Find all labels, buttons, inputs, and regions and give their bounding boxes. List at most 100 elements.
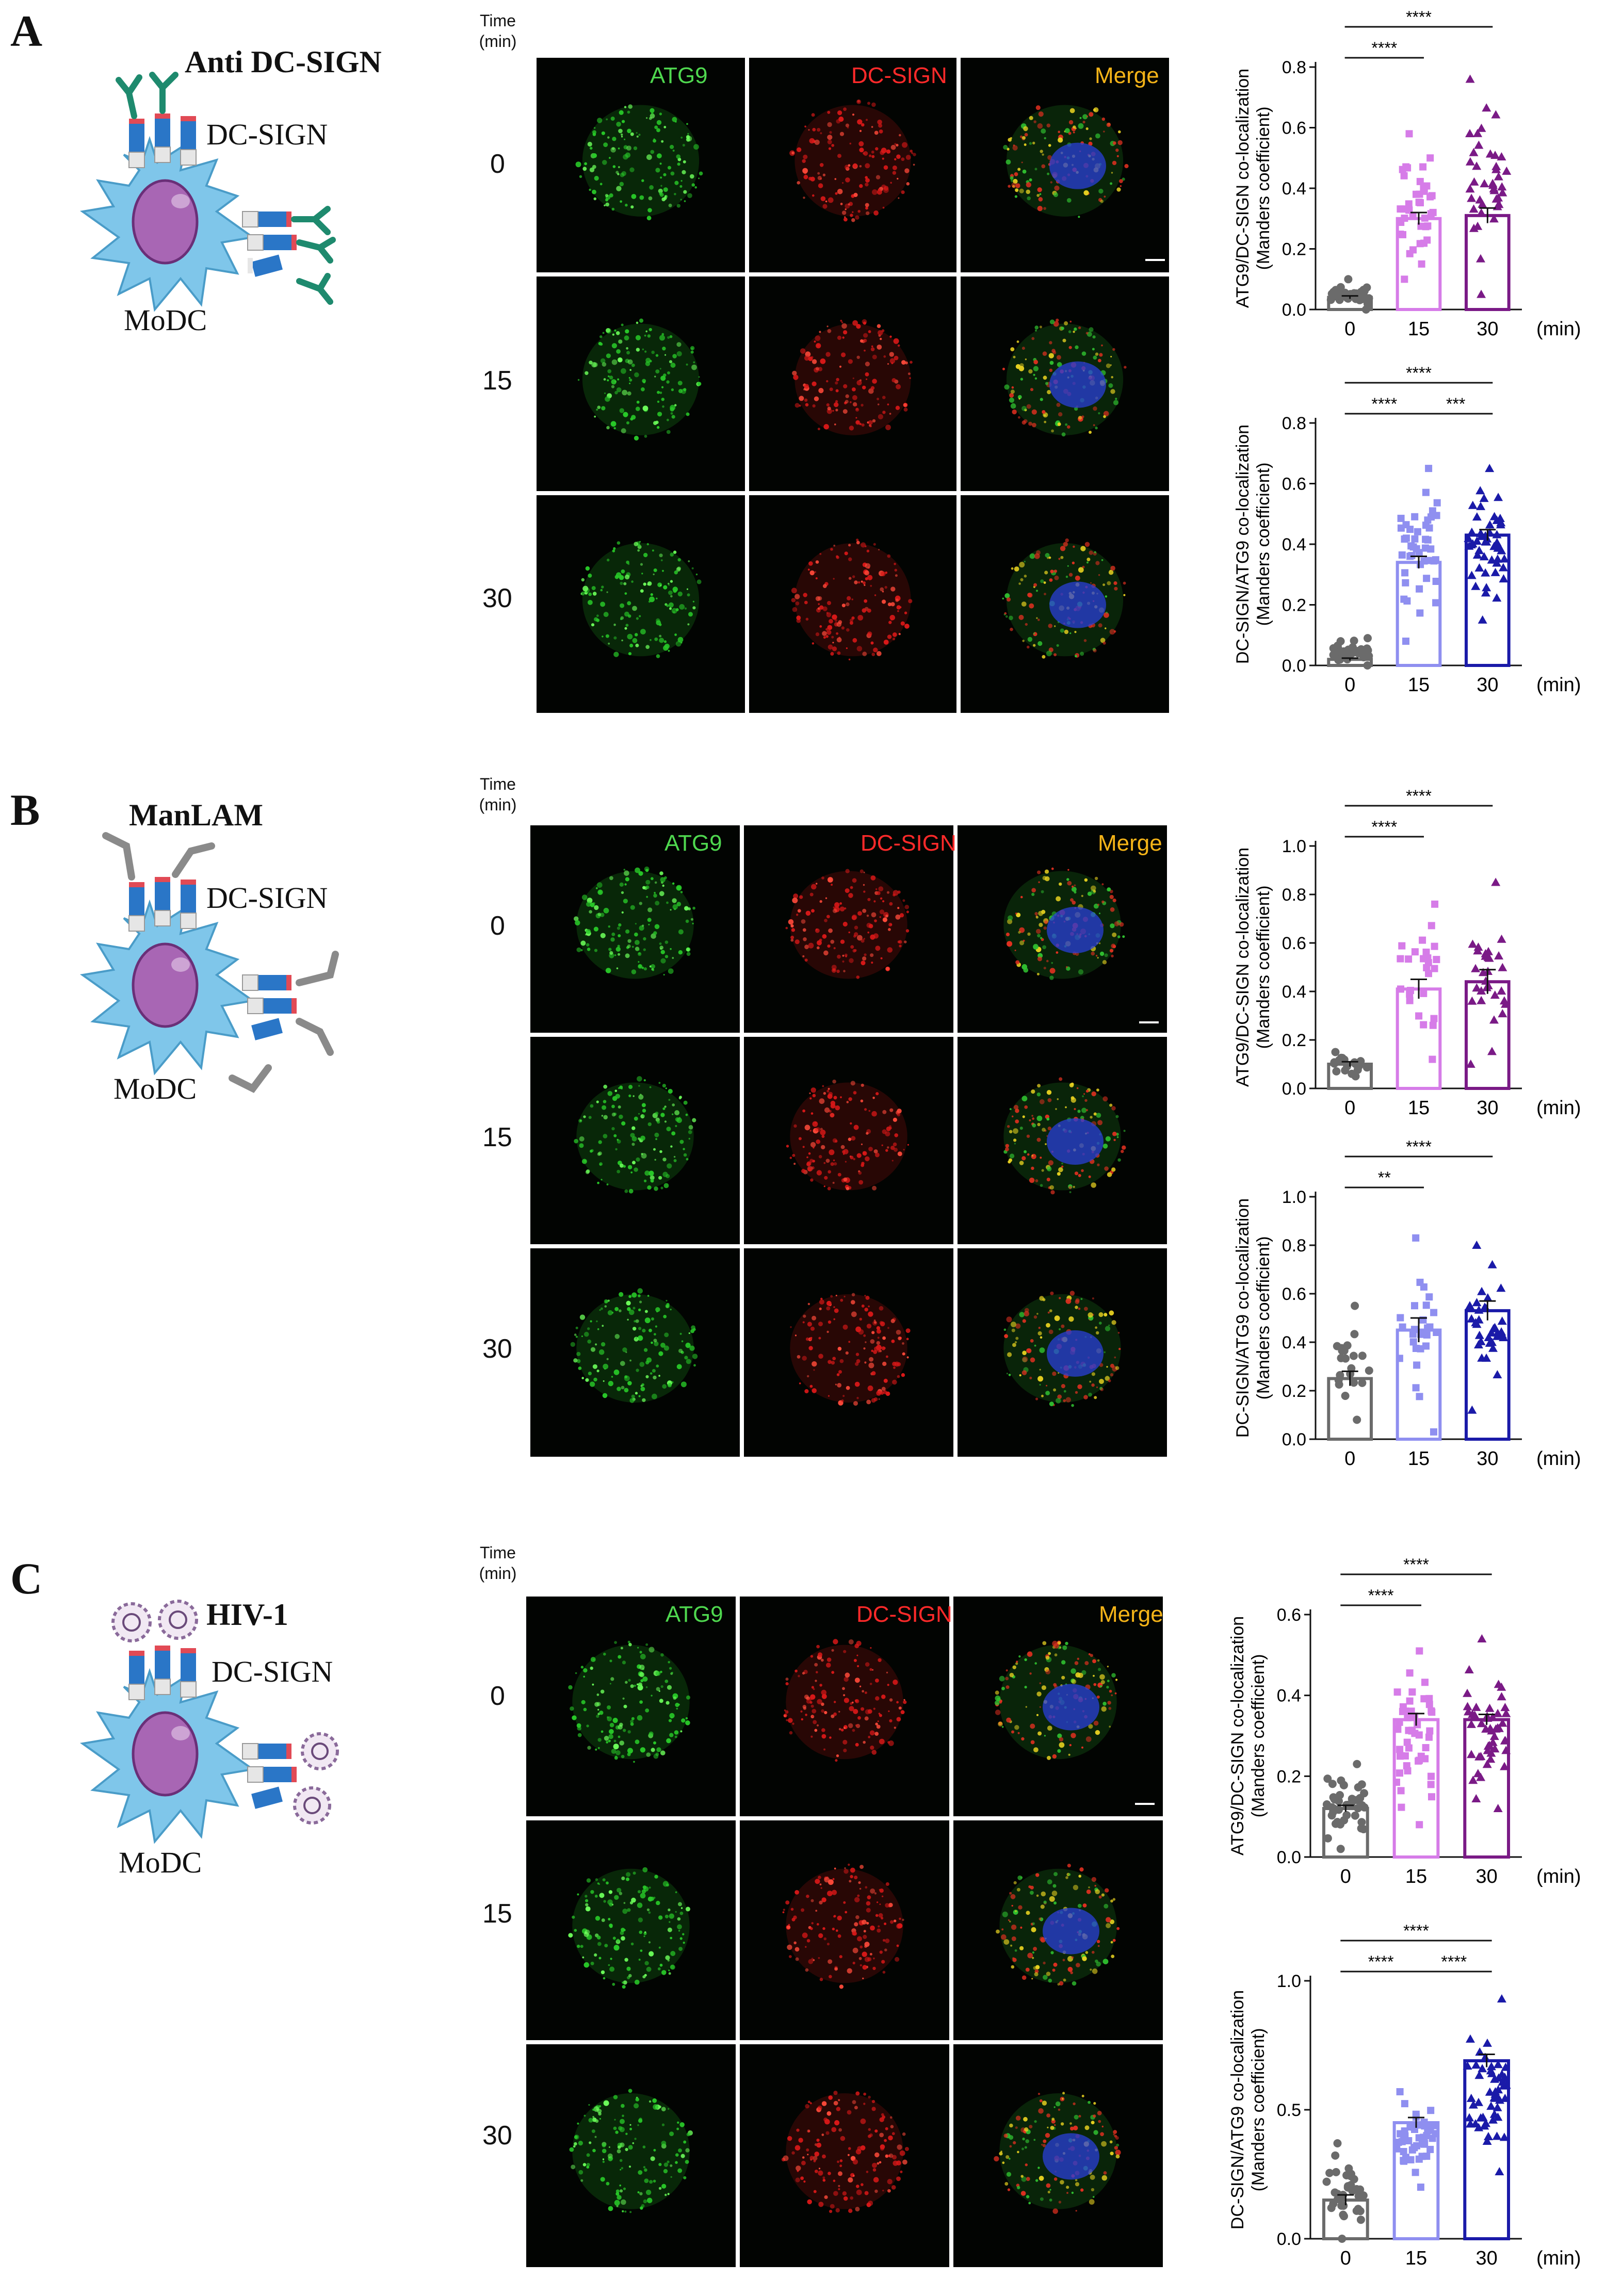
signal-puncta <box>1056 355 1061 360</box>
data-point <box>1358 1351 1367 1360</box>
signal-puncta <box>1014 1949 1017 1952</box>
signal-puncta <box>626 1877 629 1881</box>
data-point <box>1411 1302 1418 1310</box>
data-point <box>1426 1727 1434 1735</box>
signal-puncta <box>1009 2123 1013 2128</box>
signal-puncta <box>1032 141 1035 144</box>
signal-puncta <box>1036 1115 1043 1121</box>
signal-puncta <box>854 2106 858 2110</box>
data-point <box>1426 2145 1434 2153</box>
signal-puncta <box>574 2142 577 2146</box>
signal-puncta <box>786 1719 788 1721</box>
signal-puncta <box>605 1300 608 1303</box>
signal-puncta <box>791 928 795 932</box>
signal-puncta <box>794 1669 798 1673</box>
signal-puncta <box>848 577 852 580</box>
signal-puncta <box>614 575 619 579</box>
signal-puncta <box>1047 2190 1050 2194</box>
signal-puncta <box>870 1925 875 1931</box>
signal-puncta <box>1009 397 1014 403</box>
signal-puncta <box>831 636 834 639</box>
data-point <box>1416 585 1423 593</box>
signal-puncta <box>1067 881 1072 886</box>
signal-puncta <box>814 1663 818 1667</box>
signal-puncta <box>1071 887 1077 892</box>
signal-puncta <box>630 1171 633 1174</box>
signal-puncta <box>1014 172 1018 176</box>
signal-puncta <box>612 549 615 552</box>
signal-puncta <box>598 2105 602 2108</box>
signal-puncta <box>1028 421 1032 426</box>
signal-puncta <box>1110 1941 1113 1944</box>
signal-puncta <box>636 406 640 411</box>
signal-puncta <box>864 1108 867 1111</box>
signal-puncta <box>869 154 872 157</box>
signal-puncta <box>643 2199 647 2204</box>
signal-puncta <box>584 1331 589 1337</box>
signal-puncta <box>628 104 632 109</box>
signal-puncta <box>888 2153 894 2158</box>
signal-puncta <box>828 644 833 650</box>
data-point <box>1400 2148 1407 2155</box>
signal-puncta <box>1096 1113 1101 1118</box>
signal-puncta <box>1037 1084 1041 1088</box>
signal-puncta <box>888 1710 890 1712</box>
signal-puncta <box>670 1951 676 1956</box>
data-point <box>1490 1744 1500 1753</box>
signal-puncta <box>828 2172 831 2175</box>
signal-puncta <box>668 203 672 207</box>
data-point <box>1422 1342 1430 1350</box>
signal-puncta <box>1062 1959 1065 1962</box>
signal-puncta <box>1053 1962 1058 1967</box>
signal-puncta <box>607 369 612 373</box>
data-point <box>1474 2097 1483 2106</box>
signal-puncta <box>660 950 665 954</box>
signal-puncta <box>810 356 814 359</box>
signal-puncta <box>845 208 847 210</box>
signal-puncta <box>1025 2139 1029 2143</box>
data-point <box>1397 1752 1405 1760</box>
signal-puncta <box>864 584 866 586</box>
signal-puncta <box>619 1892 623 1895</box>
signal-puncta <box>608 1734 613 1739</box>
signal-puncta <box>821 1693 827 1699</box>
signal-puncta <box>857 581 861 584</box>
signal-puncta <box>622 2210 624 2212</box>
signal-puncta <box>1045 382 1049 385</box>
signal-puncta <box>864 1716 869 1721</box>
signal-puncta <box>1015 2126 1018 2129</box>
signal-puncta <box>678 1348 683 1353</box>
x-unit-label: (min) <box>1536 1097 1581 1119</box>
signal-puncta <box>1036 1313 1039 1315</box>
signal-puncta <box>611 379 617 385</box>
signal-puncta <box>623 1902 626 1904</box>
signal-puncta <box>1021 2176 1027 2182</box>
signal-puncta <box>1093 2102 1096 2105</box>
signal-puncta <box>692 1354 698 1359</box>
signal-puncta <box>1043 1961 1046 1965</box>
signal-puncta <box>845 177 850 183</box>
signal-puncta <box>791 598 796 603</box>
signal-puncta <box>1029 1119 1031 1121</box>
signal-puncta <box>861 939 865 943</box>
signal-puncta <box>613 636 617 640</box>
signal-puncta <box>648 2100 652 2103</box>
data-point <box>1364 300 1372 308</box>
signal-puncta <box>588 592 592 596</box>
signal-puncta <box>1076 1087 1079 1089</box>
significance-label: ** <box>1378 1168 1391 1187</box>
signal-puncta <box>840 1729 844 1732</box>
signal-puncta <box>834 1967 838 1971</box>
signal-puncta <box>578 1119 582 1123</box>
signal-puncta <box>803 2180 806 2183</box>
signal-puncta <box>666 430 671 434</box>
signal-puncta <box>804 355 809 361</box>
signal-puncta <box>864 2191 869 2195</box>
signal-puncta <box>792 607 798 612</box>
signal-puncta <box>886 1355 888 1358</box>
signal-puncta <box>613 547 616 550</box>
data-point <box>1400 172 1408 180</box>
signal-puncta <box>821 1709 824 1713</box>
data-point <box>1327 1811 1336 1820</box>
signal-puncta <box>1096 1088 1099 1092</box>
